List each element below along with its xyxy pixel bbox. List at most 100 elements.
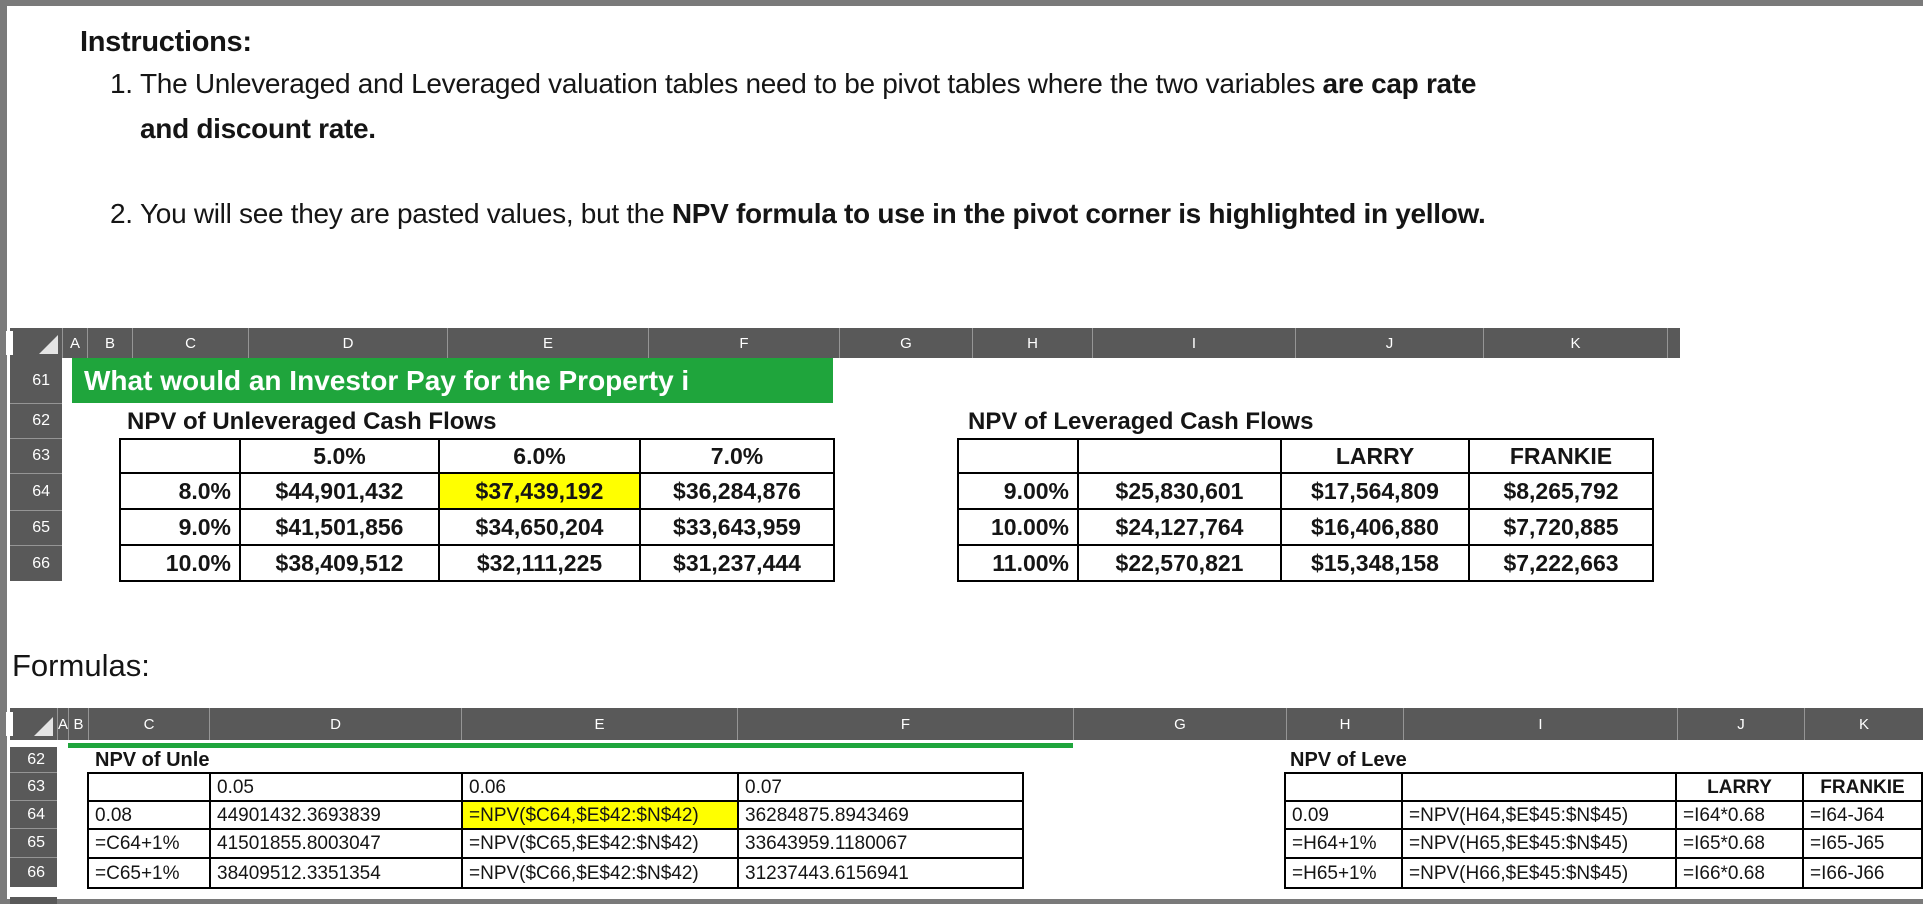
cell[interactable]: 0.05 bbox=[209, 772, 463, 802]
row-header-65[interactable]: 65 bbox=[10, 510, 62, 545]
column-header-a[interactable]: A bbox=[57, 708, 68, 740]
cell[interactable]: $22,570,821 bbox=[1077, 544, 1282, 582]
cell[interactable]: 7.0% bbox=[639, 438, 835, 474]
cell[interactable] bbox=[957, 438, 1079, 474]
cell[interactable]: $38,409,512 bbox=[239, 544, 440, 582]
cell[interactable]: $34,650,204 bbox=[438, 508, 641, 546]
cell[interactable]: LARRY bbox=[1675, 772, 1804, 802]
cell[interactable]: 41501855.8003047 bbox=[209, 828, 463, 859]
cell[interactable]: $41,501,856 bbox=[239, 508, 440, 546]
column-header-c[interactable]: C bbox=[88, 708, 209, 740]
cell[interactable]: 0.06 bbox=[461, 772, 739, 802]
row-header-63[interactable]: 63 bbox=[10, 772, 57, 800]
cell[interactable]: $31,237,444 bbox=[639, 544, 835, 582]
cell[interactable]: $7,720,885 bbox=[1468, 508, 1654, 546]
column-header-i[interactable]: I bbox=[1403, 708, 1677, 740]
sheet-title-banner[interactable]: What would an Investor Pay for the Prope… bbox=[72, 358, 833, 403]
cell[interactable]: =I65*0.68 bbox=[1675, 828, 1804, 859]
cell[interactable]: =I64*0.68 bbox=[1675, 800, 1804, 830]
cell[interactable]: $33,643,959 bbox=[639, 508, 835, 546]
cell[interactable]: 33643959.1180067 bbox=[737, 828, 1024, 859]
cell[interactable]: 0.09 bbox=[1284, 800, 1403, 830]
column-header-h[interactable]: H bbox=[1286, 708, 1403, 740]
row-header-61[interactable]: 61 bbox=[32, 371, 50, 389]
cell[interactable] bbox=[1401, 772, 1677, 802]
unleveraged-formulas-label[interactable]: NPV of Unle bbox=[95, 749, 210, 771]
cell[interactable]: $24,127,764 bbox=[1077, 508, 1282, 546]
cell[interactable]: $7,222,663 bbox=[1468, 544, 1654, 582]
row-header-62[interactable]: 62 bbox=[10, 403, 62, 438]
cell[interactable]: =I66*0.68 bbox=[1675, 857, 1804, 889]
highlighted-cell[interactable]: $37,439,192 bbox=[438, 472, 641, 510]
cell[interactable]: 36284875.8943469 bbox=[737, 800, 1024, 830]
select-all-corner[interactable] bbox=[10, 708, 57, 740]
row-header-64[interactable]: 64 bbox=[10, 800, 57, 828]
cell[interactable]: 6.0% bbox=[438, 438, 641, 474]
cell[interactable]: 0.07 bbox=[737, 772, 1024, 802]
cell[interactable]: 31237443.6156941 bbox=[737, 857, 1024, 889]
cell[interactable]: LARRY bbox=[1280, 438, 1470, 474]
cell[interactable]: =H65+1% bbox=[1284, 857, 1403, 889]
column-header-g[interactable]: G bbox=[1073, 708, 1286, 740]
select-all-corner[interactable] bbox=[10, 328, 62, 358]
cell[interactable]: =I64-J64 bbox=[1802, 800, 1923, 830]
cell[interactable]: $16,406,880 bbox=[1280, 508, 1470, 546]
cell[interactable]: $25,830,601 bbox=[1077, 472, 1282, 510]
highlighted-formula-cell[interactable]: =NPV($C64,$E$42:$N$42) bbox=[461, 800, 739, 830]
cell[interactable]: FRANKIE bbox=[1802, 772, 1923, 802]
row-header-65[interactable]: 65 bbox=[10, 828, 57, 857]
cell[interactable]: =NPV(H66,$E$45:$N$45) bbox=[1401, 857, 1677, 889]
cell[interactable]: 5.0% bbox=[239, 438, 440, 474]
cell[interactable]: $32,111,225 bbox=[438, 544, 641, 582]
cell[interactable] bbox=[1077, 438, 1282, 474]
column-header-a[interactable]: A bbox=[62, 328, 87, 358]
cell[interactable]: =NPV($C65,$E$42:$N$42) bbox=[461, 828, 739, 859]
column-header-f[interactable]: F bbox=[648, 328, 839, 358]
cell[interactable]: =I65-J65 bbox=[1802, 828, 1923, 859]
column-header-k[interactable]: K bbox=[1804, 708, 1923, 740]
cell[interactable]: 10.0% bbox=[119, 544, 241, 582]
cell[interactable] bbox=[119, 438, 241, 474]
cell[interactable]: $17,564,809 bbox=[1280, 472, 1470, 510]
column-header-b[interactable]: B bbox=[68, 708, 88, 740]
column-header-k[interactable]: K bbox=[1483, 328, 1667, 358]
cell[interactable]: $15,348,158 bbox=[1280, 544, 1470, 582]
cell[interactable]: 11.00% bbox=[957, 544, 1079, 582]
leveraged-formulas-label[interactable]: NPV of Leve bbox=[1290, 749, 1407, 771]
row-header-66[interactable]: 66 bbox=[10, 857, 57, 887]
cell[interactable]: 44901432.3693839 bbox=[209, 800, 463, 830]
column-header-d[interactable]: D bbox=[209, 708, 461, 740]
cell[interactable]: 8.0% bbox=[119, 472, 241, 510]
cell[interactable]: 0.08 bbox=[87, 800, 211, 830]
cell[interactable]: =H64+1% bbox=[1284, 828, 1403, 859]
cell[interactable]: 9.00% bbox=[957, 472, 1079, 510]
column-header-e[interactable]: E bbox=[461, 708, 737, 740]
column-header-b[interactable]: B bbox=[87, 328, 132, 358]
cell[interactable] bbox=[1284, 772, 1403, 802]
cell[interactable]: FRANKIE bbox=[1468, 438, 1654, 474]
row-header-62[interactable]: 62 bbox=[27, 750, 45, 768]
cell[interactable]: =C64+1% bbox=[87, 828, 211, 859]
cell[interactable]: 9.0% bbox=[119, 508, 241, 546]
cell[interactable] bbox=[87, 772, 211, 802]
cell[interactable]: 10.00% bbox=[957, 508, 1079, 546]
cell[interactable]: =NPV($C66,$E$42:$N$42) bbox=[461, 857, 739, 889]
column-header-j[interactable]: J bbox=[1677, 708, 1804, 740]
row-header-64[interactable]: 64 bbox=[10, 473, 62, 510]
row-header-63[interactable]: 63 bbox=[10, 438, 62, 473]
column-header-g[interactable]: G bbox=[839, 328, 972, 358]
cell[interactable]: =I66-J66 bbox=[1802, 857, 1923, 889]
cell[interactable]: =C65+1% bbox=[87, 857, 211, 889]
cell[interactable]: =NPV(H65,$E$45:$N$45) bbox=[1401, 828, 1677, 859]
column-header-e[interactable]: E bbox=[447, 328, 648, 358]
unleveraged-table-label[interactable]: NPV of Unleveraged Cash Flows bbox=[127, 408, 497, 435]
cell[interactable]: $44,901,432 bbox=[239, 472, 440, 510]
column-header-i[interactable]: I bbox=[1092, 328, 1295, 358]
column-header-j[interactable]: J bbox=[1295, 328, 1483, 358]
column-header-f[interactable]: F bbox=[737, 708, 1073, 740]
cell[interactable]: $36,284,876 bbox=[639, 472, 835, 510]
column-header-c[interactable]: C bbox=[132, 328, 248, 358]
column-header-partial[interactable] bbox=[1667, 328, 1680, 358]
cell[interactable]: 38409512.3351354 bbox=[209, 857, 463, 889]
cell[interactable]: $8,265,792 bbox=[1468, 472, 1654, 510]
